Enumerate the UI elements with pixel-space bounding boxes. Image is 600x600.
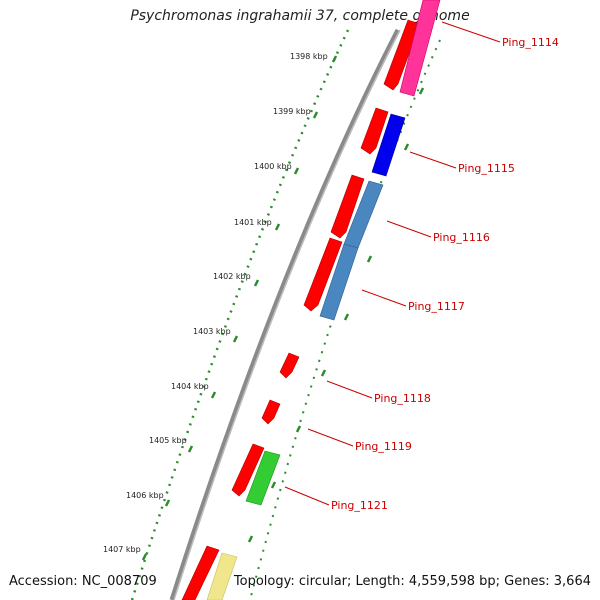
gene-steelblue bbox=[319, 243, 359, 321]
inner-ring-dotted bbox=[249, 39, 441, 600]
gene-label: Ping_1116 bbox=[433, 231, 490, 244]
inner-tick bbox=[403, 143, 410, 151]
cds-arrow bbox=[360, 107, 389, 155]
label-leaders bbox=[284, 21, 501, 506]
cds-features bbox=[181, 19, 421, 600]
gene-magenta bbox=[399, 0, 441, 97]
cds-arrow bbox=[303, 237, 343, 312]
gene-label: Ping_1121 bbox=[331, 499, 388, 512]
inner-tick bbox=[247, 535, 254, 543]
cds-arrow bbox=[231, 443, 265, 497]
kbp-label: 1398 kbp bbox=[290, 52, 328, 61]
cds-arrow bbox=[181, 545, 220, 600]
kbp-tick bbox=[141, 553, 148, 561]
kbp-ring-dotted bbox=[130, 29, 350, 600]
kbp-tick bbox=[232, 335, 239, 343]
kbp-tick bbox=[164, 499, 171, 507]
backbone-arc bbox=[169, 28, 401, 600]
gene-labels: Ping_1114 Ping_1115 Ping_1116 Ping_1117 … bbox=[331, 36, 559, 512]
inner-tick bbox=[295, 425, 302, 433]
gene-label: Ping_1118 bbox=[374, 392, 431, 405]
cds-arrow bbox=[261, 399, 281, 425]
kbp-label: 1399 kbp bbox=[273, 107, 311, 116]
map-title: Psychromonas ingrahamii 37, complete gen… bbox=[130, 8, 470, 24]
colored-genes bbox=[206, 0, 441, 600]
kbp-label: 1402 kbp bbox=[213, 272, 251, 281]
leader-line bbox=[326, 380, 373, 399]
leader-line bbox=[361, 289, 407, 307]
kbp-labels: 1398 kbp 1399 kbp 1400 kbp 1401 kbp 1402… bbox=[103, 52, 328, 554]
inner-tick bbox=[418, 87, 425, 95]
leader-line bbox=[409, 151, 457, 169]
kbp-tick bbox=[210, 391, 217, 399]
kbp-tick bbox=[253, 279, 260, 287]
gene-label: Ping_1119 bbox=[355, 440, 412, 453]
inner-tick bbox=[270, 481, 277, 489]
cds-arrow bbox=[279, 352, 300, 379]
gene-label: Ping_1114 bbox=[502, 36, 559, 49]
gene-blue bbox=[371, 113, 406, 177]
inner-tick bbox=[343, 313, 350, 321]
kbp-tick bbox=[293, 167, 300, 175]
inner-tick bbox=[366, 255, 373, 263]
genome-summary-text: Topology: circular; Length: 4,559,598 bp… bbox=[233, 574, 591, 589]
kbp-tick bbox=[312, 111, 319, 119]
inner-ticks bbox=[247, 87, 425, 543]
inner-tick bbox=[320, 369, 327, 377]
kbp-label: 1405 kbp bbox=[149, 436, 187, 445]
kbp-tick bbox=[187, 445, 194, 453]
gene-khaki bbox=[206, 552, 238, 600]
cds-arrow bbox=[330, 174, 365, 239]
kbp-label: 1401 kbp bbox=[234, 218, 272, 227]
backbone-arc-highlight bbox=[173, 29, 401, 600]
kbp-label: 1403 kbp bbox=[193, 327, 231, 336]
kbp-tick bbox=[274, 223, 281, 231]
kbp-label: 1400 kbp bbox=[254, 162, 292, 171]
accession-text: Accession: NC_008709 bbox=[9, 574, 157, 589]
gene-label: Ping_1117 bbox=[408, 300, 465, 313]
kbp-label: 1404 kbp bbox=[171, 382, 209, 391]
kbp-label: 1407 kbp bbox=[103, 545, 141, 554]
kbp-label: 1406 kbp bbox=[126, 491, 164, 500]
gene-label: Ping_1115 bbox=[458, 162, 515, 175]
leader-line bbox=[284, 486, 330, 506]
leader-line bbox=[441, 21, 501, 43]
kbp-ticks bbox=[141, 55, 338, 561]
leader-line bbox=[307, 428, 354, 447]
leader-line bbox=[386, 220, 432, 238]
kbp-tick bbox=[331, 55, 338, 63]
gene-green bbox=[245, 450, 281, 506]
